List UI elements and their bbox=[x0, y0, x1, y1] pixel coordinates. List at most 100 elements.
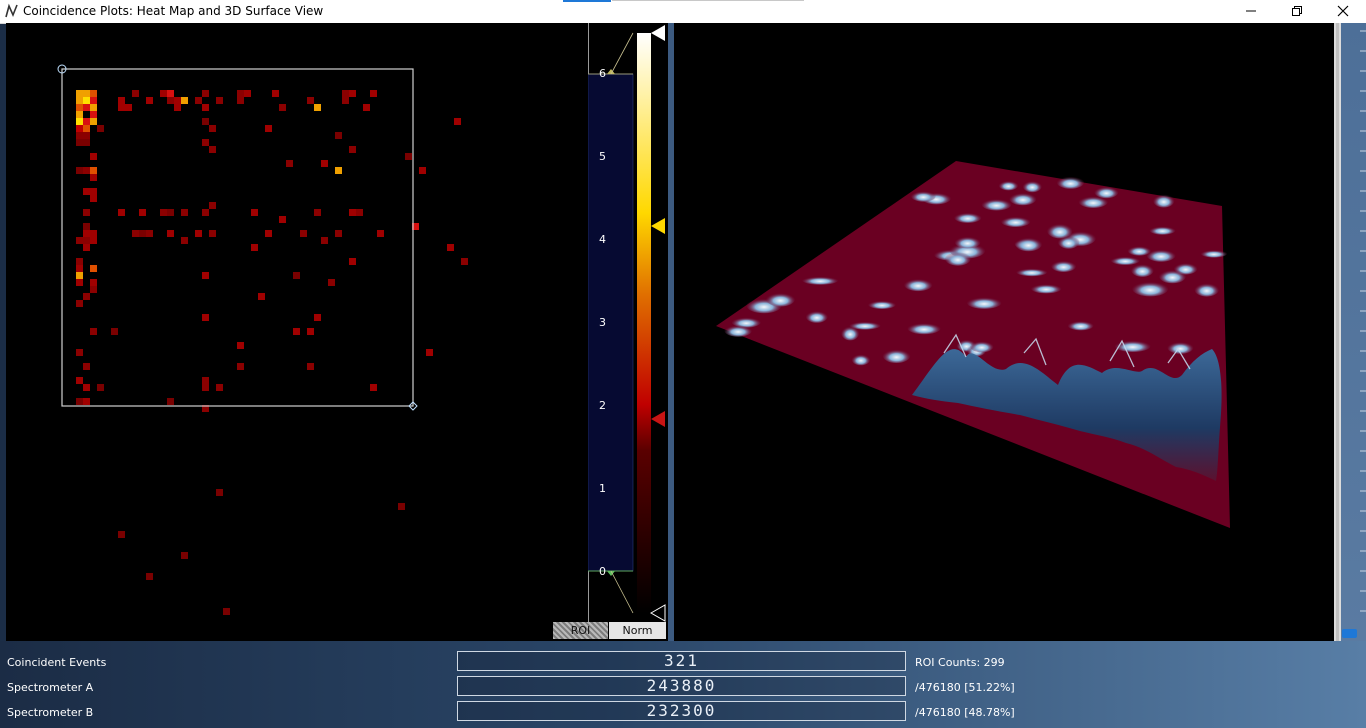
heat-map-cell bbox=[342, 97, 349, 104]
heat-map-cell bbox=[167, 230, 174, 237]
heat-map-cell bbox=[167, 209, 174, 216]
heat-map-cell bbox=[90, 167, 97, 174]
heat-map-cell bbox=[90, 118, 97, 125]
tab-norm[interactable]: Norm bbox=[609, 622, 666, 639]
surface-peak bbox=[998, 180, 1019, 191]
heat-map-cell bbox=[76, 377, 83, 384]
heat-map-cell bbox=[202, 314, 209, 321]
tab-indicator-active bbox=[563, 0, 611, 2]
heat-map-cell bbox=[76, 111, 83, 118]
vertical-scrollbar-thumb[interactable] bbox=[1336, 23, 1339, 641]
surface-peak bbox=[849, 321, 881, 330]
app-logo-icon bbox=[5, 3, 18, 18]
heat-map-cell bbox=[90, 328, 97, 335]
panel-splitter[interactable] bbox=[668, 23, 674, 641]
surface-peak bbox=[1094, 186, 1119, 199]
surface-peak bbox=[1056, 176, 1085, 189]
heat-map-cell bbox=[146, 230, 153, 237]
heat-map-cell bbox=[237, 90, 244, 97]
surface-peak bbox=[1078, 195, 1108, 208]
heat-map-cell bbox=[160, 209, 167, 216]
heat-map-cell bbox=[202, 405, 209, 412]
surface-peak bbox=[945, 251, 971, 266]
spectrometer-b-ratio: /476180 [48.78%] bbox=[915, 706, 1015, 719]
heat-map-cell bbox=[76, 258, 83, 265]
heat-map-cell bbox=[83, 230, 90, 237]
scale-handle-black[interactable] bbox=[649, 604, 666, 622]
heat-map-cell bbox=[454, 118, 461, 125]
heat-map-cell bbox=[335, 167, 342, 174]
heat-map-cell bbox=[202, 90, 209, 97]
heat-map-cell bbox=[90, 174, 97, 181]
heat-map-cell bbox=[83, 363, 90, 370]
heat-map-cell bbox=[307, 97, 314, 104]
surface-peak bbox=[1067, 320, 1094, 331]
surface-3d-panel[interactable] bbox=[674, 23, 1334, 641]
heat-map-cell bbox=[90, 104, 97, 111]
roi-handle-bottom-right[interactable] bbox=[408, 401, 418, 411]
heat-map-cell bbox=[216, 97, 223, 104]
surface-peak bbox=[1149, 225, 1176, 235]
heat-map-cell bbox=[202, 384, 209, 391]
slider-handle[interactable] bbox=[1342, 629, 1357, 638]
color-gradient-bar bbox=[637, 33, 651, 613]
heat-map-cell bbox=[97, 125, 104, 132]
scale-tick-label: 5 bbox=[599, 150, 606, 163]
heat-map-cell bbox=[349, 258, 356, 265]
heat-map-cell bbox=[209, 230, 216, 237]
surface-peak bbox=[1131, 263, 1154, 277]
heat-map-cell bbox=[83, 104, 90, 111]
heat-map-cell bbox=[370, 90, 377, 97]
coincident-events-label: Coincident Events bbox=[7, 656, 107, 669]
scale-tick-label: 0 bbox=[599, 565, 606, 578]
surface-peak bbox=[1015, 236, 1042, 252]
scale-handle-red[interactable] bbox=[651, 411, 665, 427]
range-max-handle[interactable] bbox=[607, 69, 615, 74]
heat-map-cell bbox=[76, 132, 83, 139]
tab-indicator bbox=[612, 0, 804, 1]
surface-3d-view[interactable] bbox=[674, 23, 1334, 641]
heat-map-cell bbox=[461, 258, 468, 265]
heat-map-cell bbox=[202, 139, 209, 146]
heat-map-cell bbox=[83, 237, 90, 244]
heat-map-cell bbox=[83, 90, 90, 97]
heat-map-cell bbox=[202, 118, 209, 125]
heat-map-cell bbox=[293, 328, 300, 335]
heat-map-cell bbox=[76, 97, 83, 104]
scale-tick-label: 6 bbox=[599, 67, 606, 80]
heat-map-cell bbox=[356, 209, 363, 216]
heat-map-cell bbox=[265, 230, 272, 237]
surface-peak bbox=[1110, 256, 1140, 265]
spectrometer-a-display: 243880 bbox=[457, 676, 906, 696]
right-panel-scale bbox=[1334, 23, 1366, 641]
restore-button[interactable] bbox=[1274, 0, 1320, 22]
surface-peak bbox=[1114, 339, 1151, 352]
heat-map-cell bbox=[377, 230, 384, 237]
heat-map-cell bbox=[167, 90, 174, 97]
close-button[interactable] bbox=[1320, 0, 1366, 22]
heat-map-cell bbox=[76, 90, 83, 97]
roi-rectangle[interactable] bbox=[61, 68, 414, 407]
heat-map-cell bbox=[83, 384, 90, 391]
surface-peak bbox=[981, 198, 1012, 211]
heat-map-cell bbox=[90, 237, 97, 244]
heat-map-cell bbox=[314, 314, 321, 321]
heat-map-cell bbox=[132, 90, 139, 97]
heat-map-cell bbox=[426, 349, 433, 356]
scale-handle-yellow[interactable] bbox=[651, 218, 665, 234]
heat-map-cell bbox=[363, 104, 370, 111]
heat-map[interactable] bbox=[6, 23, 588, 641]
heat-map-cell bbox=[83, 293, 90, 300]
scale-handle-white[interactable] bbox=[651, 25, 665, 41]
minimize-button[interactable] bbox=[1228, 0, 1274, 22]
heat-map-cell bbox=[314, 209, 321, 216]
heat-map-cell bbox=[181, 209, 188, 216]
range-min-handle[interactable] bbox=[607, 571, 615, 576]
tab-roi[interactable]: ROI bbox=[553, 622, 608, 639]
heat-map-cell bbox=[174, 97, 181, 104]
roi-handle-top-left[interactable] bbox=[57, 64, 67, 74]
heat-map-cell bbox=[314, 104, 321, 111]
heat-map-cell bbox=[83, 244, 90, 251]
heat-map-panel[interactable] bbox=[6, 23, 588, 641]
surface-peak bbox=[970, 340, 994, 353]
